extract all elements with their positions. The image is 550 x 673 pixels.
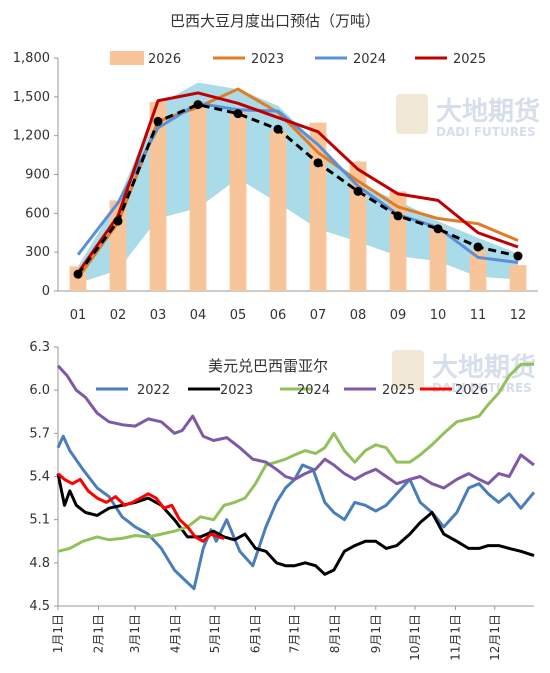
x-tick-label: 03: [150, 308, 167, 323]
fx-legend-label-2025: 2025: [382, 383, 415, 398]
y-tick-label: 600: [25, 206, 50, 221]
legend-label-2026: 2026: [148, 52, 181, 67]
x-tick-label-2: 2月1日: [92, 614, 106, 653]
y-tick-label-2: 5.1: [29, 513, 50, 528]
x-tick-label: 09: [390, 308, 407, 323]
fx-legend-label-2024: 2024: [297, 383, 330, 398]
legend-label-2024: 2024: [353, 52, 386, 67]
dashed-marker: [193, 100, 203, 110]
range-band: [78, 82, 518, 284]
dashed-marker: [473, 242, 483, 252]
x-tick-label-2: 1月1日: [51, 614, 65, 653]
bar-2026: [269, 130, 287, 291]
watermark-text-2: 大地期货: [432, 352, 536, 383]
x-tick-label-2: 6月1日: [248, 614, 262, 653]
y-tick-label: 300: [25, 245, 50, 260]
y-tick-label: 900: [25, 168, 50, 183]
bar-2026: [509, 265, 527, 291]
fx-line-2024: [57, 362, 534, 553]
dashed-marker: [153, 116, 163, 126]
x-tick-label-2: 8月1日: [328, 614, 342, 653]
x-tick-label: 12: [510, 308, 527, 323]
x-tick-label-2: 9月1日: [369, 614, 383, 653]
legend-label-2025: 2025: [453, 52, 486, 67]
x-tick-label-2: 5月1日: [208, 614, 222, 653]
x-tick-label-2: 10月1日: [408, 614, 422, 661]
bar-2026: [469, 249, 487, 291]
chart1-title: 巴西大豆月度出口预估（万吨）: [170, 12, 380, 30]
x-tick-label-2: 12月1日: [488, 614, 502, 661]
x-tick-label-2: 7月1日: [288, 614, 302, 653]
watermark-logo-icon: [396, 94, 428, 134]
y-tick-label-2: 5.4: [29, 470, 50, 485]
x-tick-label-2: 11月1日: [449, 614, 463, 661]
dashed-marker: [273, 124, 283, 134]
chart2-plot: 4.5 4.8 5.1 5.4 5.7 6.0 6.3 1月1日 2月1日 3月1日 4月1日 5月1…: [29, 340, 536, 661]
y-tick-label-2: 5.7: [29, 426, 50, 441]
legend-swatch-2026: [110, 51, 144, 65]
fx-line-2026: [57, 472, 225, 543]
fx-line-2025: [56, 364, 535, 490]
y-tick-label: 1,200: [13, 129, 50, 144]
y-tick-label-2: 6.3: [29, 340, 50, 355]
y-tick-label-2: 6.0: [29, 383, 50, 398]
x-tick-label: 10: [430, 308, 447, 323]
x-tick-label: 07: [310, 308, 327, 323]
dashed-marker: [393, 211, 403, 221]
bar-2026: [429, 227, 447, 291]
y-tick-label-2: 4.8: [29, 556, 50, 571]
x-tick-label: 11: [470, 308, 487, 323]
x-tick-label: 05: [230, 308, 247, 323]
x-tick-label-2: 3月1日: [128, 614, 142, 653]
bar-2026: [189, 103, 207, 291]
y-tick-label: 0: [42, 284, 50, 299]
x-tick-label: 01: [70, 308, 87, 323]
watermark-subtext-2: DADI FUTURES: [432, 381, 532, 395]
bar-2026: [229, 109, 247, 292]
chart2-title: 美元兑巴西雷亚尔: [208, 357, 328, 375]
x-tick-label-2: 4月1日: [169, 614, 183, 653]
legend-label-2023: 2023: [251, 52, 284, 67]
line-2025: [76, 91, 519, 274]
dashed-marker: [113, 216, 123, 226]
fx-legend-label-2026: 2026: [455, 383, 488, 398]
dashed-marker: [73, 269, 83, 279]
dashed-marker: [233, 109, 243, 119]
dashed-marker: [433, 224, 443, 234]
fx-legend-label-2022: 2022: [137, 383, 170, 398]
x-tick-label: 08: [350, 308, 367, 323]
fx-legend-label-2023: 2023: [220, 383, 253, 398]
watermark-top: 大地期货 DADI FUTURES: [396, 94, 540, 139]
chart1-plot: 0 300 600 900 1,200 1,500 1,800 01 02 03 04 05 06 07 0…: [13, 51, 538, 323]
dashed-marker: [513, 251, 523, 261]
watermark-logo-icon-2: [392, 350, 424, 390]
y-tick-label: 1,500: [13, 90, 50, 105]
y-tick-label-2: 4.5: [29, 599, 50, 614]
y-tick-label: 1,800: [13, 51, 50, 66]
dashed-line: [76, 103, 519, 276]
bar-2026: [149, 102, 167, 291]
watermark-subtext: DADI FUTURES: [436, 125, 536, 139]
dashed-marker: [313, 158, 323, 168]
dashed-marker: [353, 186, 363, 196]
x-tick-label: 02: [110, 308, 127, 323]
x-tick-label: 06: [270, 308, 287, 323]
x-tick-label: 04: [190, 308, 207, 323]
watermark-text: 大地期货: [436, 96, 540, 127]
